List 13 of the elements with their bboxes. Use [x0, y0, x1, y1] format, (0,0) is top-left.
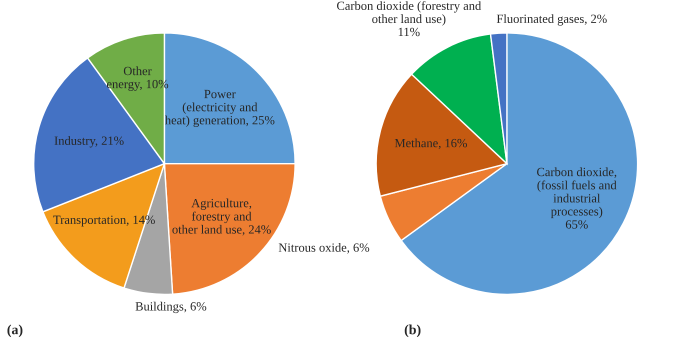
slice-label: Buildings, 6% — [136, 302, 206, 314]
slice-label: Carbon dioxide (forestry and other land use) — [337, 1, 482, 26]
slice-label: Power (electricity and heat) generation, 25% — [164, 90, 274, 127]
slice-label: Fluorinated gases, 2% — [496, 14, 607, 26]
data-label: 65% — [566, 220, 588, 229]
slice-label: Industry, 21% — [54, 136, 124, 148]
slice-label: Agriculture, forestry and other land use, 24% — [172, 198, 271, 236]
slice-label: Carbon dioxide, (fossil fuels and industrial processes) — [537, 167, 617, 218]
data-label: 11% — [398, 28, 420, 36]
text: (b) — [404, 324, 421, 338]
slice-label: Methane, 16% — [394, 138, 467, 150]
text: (a) — [7, 324, 22, 338]
slice-label: Nitrous oxide, 6% — [278, 242, 370, 254]
